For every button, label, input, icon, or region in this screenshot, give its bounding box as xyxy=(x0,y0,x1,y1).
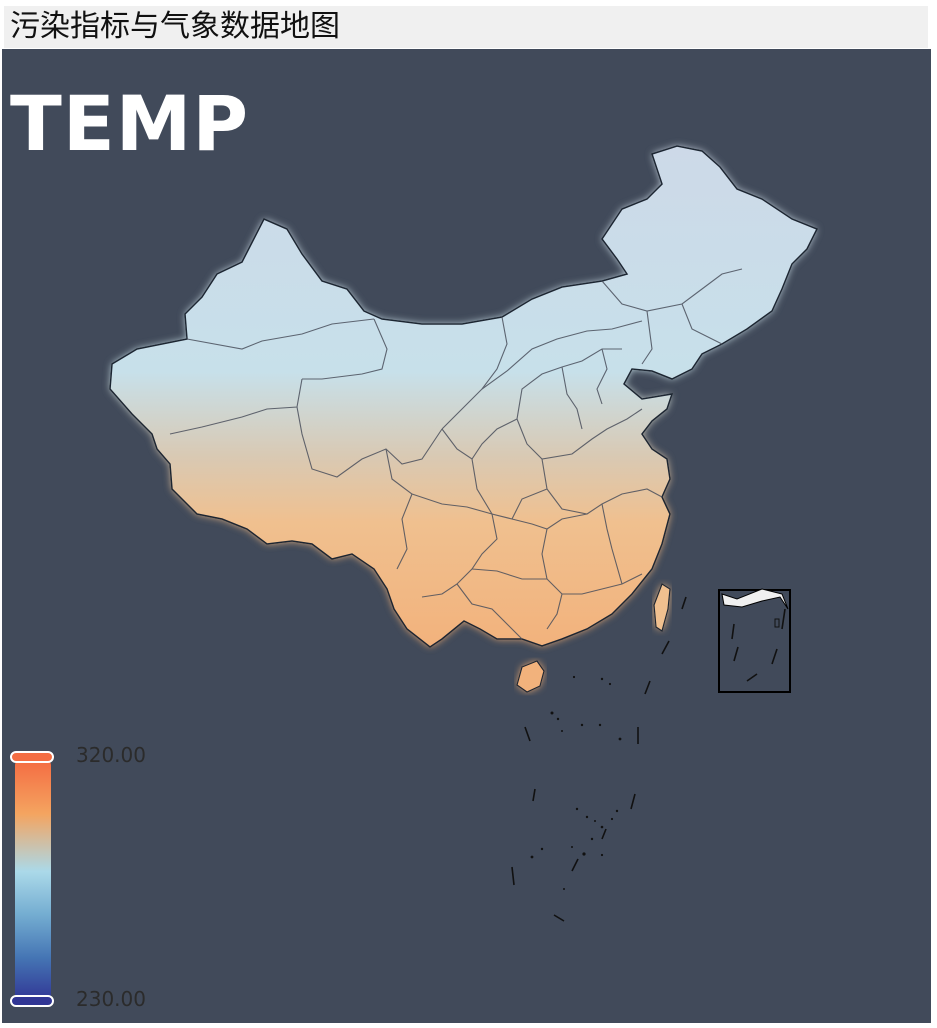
legend-min-handle[interactable] xyxy=(10,995,54,1007)
south-sea-inset xyxy=(718,588,791,693)
title-bar: 污染指标与气象数据地图 xyxy=(4,6,928,48)
scattered-reefs xyxy=(530,675,622,890)
taiwan-shape[interactable] xyxy=(653,583,671,632)
hainan-shape[interactable] xyxy=(516,660,545,693)
south-sea-islands xyxy=(511,596,687,922)
province-boundaries xyxy=(169,268,743,640)
legend-max-label: 320.00 xyxy=(76,743,146,767)
china-map[interactable] xyxy=(2,49,931,1023)
mainland-shape[interactable] xyxy=(109,145,819,648)
map-panel[interactable]: TEMP 320.00 230.00 xyxy=(2,49,931,1023)
variable-title: TEMP xyxy=(10,79,250,168)
page-title: 污染指标与气象数据地图 xyxy=(10,9,340,44)
legend-max-handle[interactable] xyxy=(10,751,54,763)
color-scale-bar[interactable] xyxy=(15,761,51,1001)
legend-min-label: 230.00 xyxy=(76,987,146,1011)
